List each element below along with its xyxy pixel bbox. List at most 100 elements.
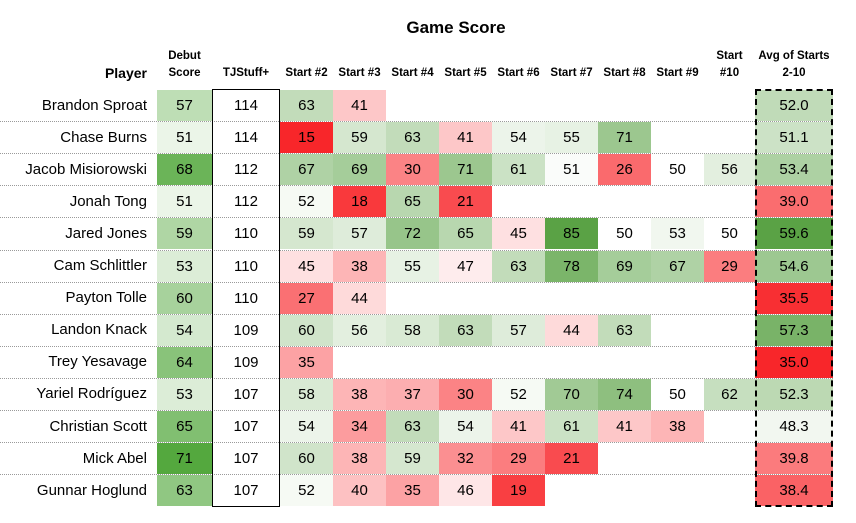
column-header-line: Start #9 [656, 67, 699, 79]
start-score-cell: 41 [333, 90, 386, 122]
column-header-line: Start #8 [603, 67, 646, 79]
start-score-cell: 50 [704, 218, 755, 250]
column-header-line: Start #2 [285, 67, 328, 79]
start-score-cell: 65 [386, 186, 439, 218]
start-score-cell: 52 [492, 378, 545, 410]
start-score-cell: 44 [545, 314, 598, 346]
start-score-cell: 63 [280, 90, 333, 122]
avg-score-cell: 59.6 [755, 218, 833, 250]
row-divider [0, 281, 833, 283]
column-header-avg-starts: Avg of Starts 2-10 [755, 48, 833, 82]
start-score-cell: 50 [651, 378, 704, 410]
start-score-cell: 41 [439, 122, 492, 154]
tjstuff-cell: 110 [234, 257, 258, 275]
start-score-cell: 45 [492, 218, 545, 250]
start-score-cell: 71 [439, 154, 492, 186]
start-score-cell: 58 [280, 378, 333, 410]
tjstuff-cell: 109 [233, 353, 259, 371]
start-score-cell: 35 [280, 346, 333, 378]
start-score-cell: 38 [333, 250, 386, 282]
start-score-cell: 57 [333, 218, 386, 250]
column-header-line: Start #7 [550, 67, 593, 79]
start-score-cell: 18 [333, 186, 386, 218]
debut-score-cell: 53 [157, 378, 212, 410]
column-header-line: Start #6 [497, 67, 540, 79]
start-score-cell: 78 [545, 250, 598, 282]
start-score-cell: 15 [280, 122, 333, 154]
row-divider [0, 153, 833, 155]
debut-score-cell: 51 [157, 122, 212, 154]
start-score-cell: 35 [386, 475, 439, 507]
column-header-line: Start #4 [391, 67, 434, 79]
start-score-cell: 32 [439, 443, 492, 475]
avg-score-cell: 39.0 [755, 186, 833, 218]
empty-start-cell [651, 443, 704, 474]
empty-start-cell [704, 347, 755, 378]
empty-start-cell [492, 90, 545, 121]
empty-start-cell [386, 90, 439, 121]
empty-start-cell [651, 475, 704, 506]
player-name: Jared Jones [65, 224, 147, 242]
row-divider [0, 313, 833, 315]
column-header-line: Start #3 [338, 67, 381, 79]
empty-start-cell [651, 347, 704, 378]
avg-score-cell: 35.5 [755, 282, 833, 314]
empty-start-cell [598, 283, 651, 314]
player-name: Cam Schlittler [53, 257, 147, 275]
column-header-start-2: Start #2 [280, 65, 333, 82]
empty-start-cell [492, 347, 545, 378]
column-header-start-10: Start #10 [704, 48, 755, 82]
tjstuff-cell: 112 [234, 161, 258, 179]
debut-score-cell: 60 [157, 282, 212, 314]
empty-start-cell [598, 186, 651, 217]
debut-score-cell: 68 [157, 154, 212, 186]
start-score-cell: 67 [280, 154, 333, 186]
start-score-cell: 63 [386, 411, 439, 443]
row-divider [0, 121, 833, 123]
player-name: Landon Knack [51, 321, 147, 339]
empty-start-cell [386, 347, 439, 378]
player-name: Christian Scott [49, 417, 147, 435]
tjstuff-cell: 107 [233, 385, 259, 403]
avg-score-cell: 53.4 [755, 154, 833, 186]
chart-title: Game Score [406, 18, 506, 37]
start-score-cell: 46 [439, 475, 492, 507]
start-score-cell: 63 [492, 250, 545, 282]
start-score-cell: 47 [439, 250, 492, 282]
empty-start-cell [439, 90, 492, 121]
player-name: Jacob Misiorowski [25, 160, 147, 178]
tjstuff-cell: 114 [234, 129, 258, 147]
start-score-cell: 61 [545, 411, 598, 443]
column-header-start-5: Start #5 [439, 65, 492, 82]
empty-start-cell [545, 186, 598, 217]
start-score-cell: 63 [598, 314, 651, 346]
start-score-cell: 19 [492, 475, 545, 507]
empty-start-cell [598, 347, 651, 378]
row-divider [0, 442, 833, 444]
start-score-cell: 59 [280, 218, 333, 250]
empty-start-cell [333, 347, 386, 378]
start-score-cell: 54 [280, 411, 333, 443]
player-name: Jonah Tong [69, 192, 147, 210]
empty-start-cell [704, 411, 755, 442]
row-divider [0, 345, 833, 347]
empty-start-cell [704, 315, 755, 346]
start-score-cell: 85 [545, 218, 598, 250]
start-score-cell: 29 [492, 443, 545, 475]
start-score-cell: 21 [545, 443, 598, 475]
player-name: Gunnar Hoglund [36, 481, 147, 499]
row-divider [0, 217, 833, 219]
row-divider [0, 410, 833, 411]
avg-score-cell: 35.0 [755, 346, 833, 378]
start-score-cell: 27 [280, 282, 333, 314]
avg-score-cell: 52.0 [755, 90, 833, 122]
debut-score-cell: 65 [157, 411, 212, 443]
row-divider [0, 474, 833, 476]
empty-start-cell [492, 186, 545, 217]
tjstuff-cell: 110 [234, 225, 258, 243]
start-score-cell: 52 [280, 475, 333, 507]
start-score-cell: 74 [598, 378, 651, 410]
start-score-cell: 52 [280, 186, 333, 218]
start-score-cell: 37 [386, 378, 439, 410]
empty-start-cell [545, 90, 598, 121]
